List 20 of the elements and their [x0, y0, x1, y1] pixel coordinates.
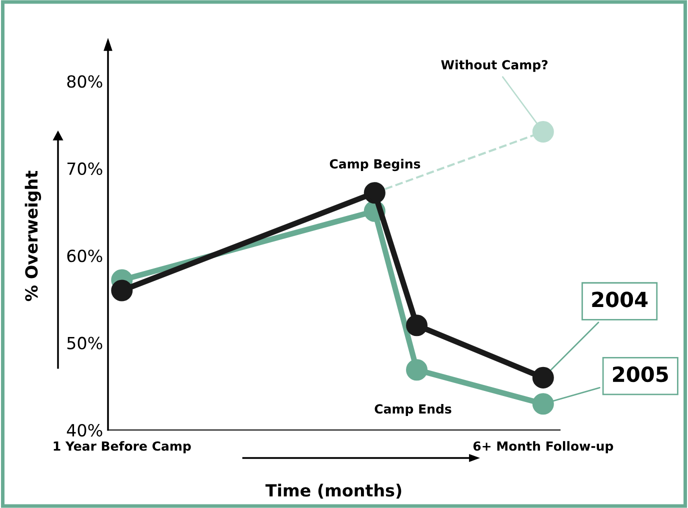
x-tick-label: 6+ Month Follow-up — [473, 441, 614, 454]
text: 2005 — [613, 366, 668, 382]
x-axis-title: Time (months) — [265, 484, 402, 499]
y-axis-title: % Overweight — [24, 170, 42, 302]
y-tick-label: 70% — [67, 162, 102, 175]
point — [532, 393, 554, 415]
x-tick-label: 1 Year Before Camp — [54, 441, 191, 454]
text: 2004 — [592, 292, 648, 308]
text: Without Camp? — [441, 60, 548, 72]
y-tick-label: 50% — [67, 336, 102, 350]
y-tick-label: 40% — [66, 424, 102, 437]
annotation: Camp Begins — [330, 158, 420, 172]
point — [532, 121, 554, 143]
point — [406, 314, 428, 336]
point — [406, 359, 428, 381]
y-tick-label: 80% — [67, 75, 102, 88]
annotation: Camp Ends — [374, 404, 452, 416]
y-tick-label: 60% — [67, 250, 102, 262]
point — [111, 280, 133, 302]
point — [532, 366, 554, 388]
